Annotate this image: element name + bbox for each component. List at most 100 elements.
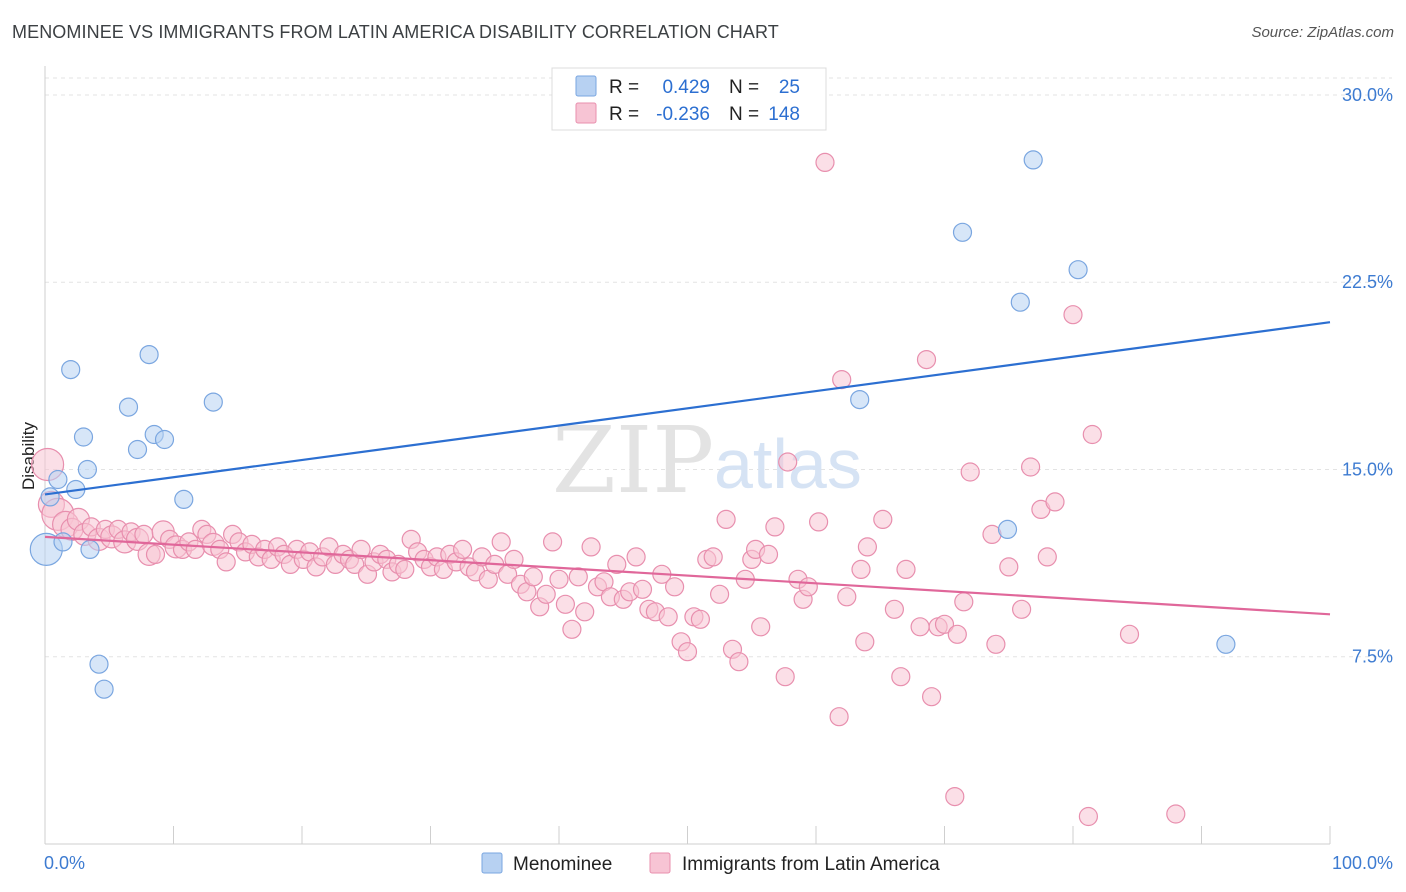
point-immigrants [626,547,646,567]
point-immigrants [837,587,857,607]
y-tick-label: 15.0% [1342,459,1393,479]
stats-n-value: 25 [779,77,800,98]
point-immigrants [690,609,711,629]
point-immigrants [960,462,980,482]
y-tick-label: 7.5% [1352,647,1393,667]
point-immigrants [549,569,569,589]
y-tick-label: 22.5% [1342,272,1393,292]
point-immigrants [581,537,601,557]
legend-swatch-immigrants [649,852,671,874]
stats-r-value: -0.236 [656,104,710,125]
legend-label-immigrants: Immigrants from Latin America [682,854,940,875]
point-menominee [94,679,114,699]
point-menominee [61,360,81,380]
point-menominee [139,345,159,365]
point-immigrants [910,617,930,637]
point-immigrants [1119,624,1140,644]
stats-r-label: R = [609,77,639,98]
point-menominee [1010,292,1030,312]
x-tick-label: 100.0% [1332,853,1393,873]
point-menominee [174,489,194,509]
watermark: ZIP atlas [552,407,862,514]
point-immigrants [751,617,771,637]
point-immigrants [916,350,937,370]
point-menominee [127,439,148,460]
point-immigrants [1037,547,1057,567]
point-menominee [154,429,175,450]
point-immigrants [555,594,576,614]
point-menominee [48,469,68,490]
point-immigrants [857,537,878,557]
point-immigrants [523,567,543,587]
point-immigrants [798,577,818,597]
point-immigrants [999,557,1019,577]
point-menominee [53,532,73,552]
point-immigrants [1045,492,1065,512]
trend-line-menominee [44,321,1331,496]
point-immigrants [703,547,723,567]
point-immigrants [709,584,730,604]
point-immigrants [954,592,974,612]
source-label: Source: ZipAtlas.com [1251,24,1394,41]
stats-r-value: 0.429 [662,77,710,98]
point-immigrants [891,667,911,687]
point-immigrants [185,539,205,560]
point-immigrants [568,567,588,587]
point-menominee [118,397,139,417]
watermark-zip: ZIP [552,407,714,514]
point-immigrants [536,584,556,604]
point-immigrants [945,786,965,807]
point-immigrants [607,554,627,575]
point-immigrants [808,512,829,532]
point-menominee [80,539,100,560]
stats-n-label: N = [729,77,759,98]
trend-lines [44,321,1331,616]
point-menominee [850,390,870,410]
point-immigrants [542,532,563,552]
point-immigrants [765,517,785,537]
stats-swatch-menominee [575,75,597,97]
point-immigrants [216,552,236,572]
point-immigrants [884,599,905,619]
point-immigrants [986,634,1006,654]
point-immigrants [729,652,749,672]
tick-labels: 7.5% 15.0% 22.5% 30.0% 0.0% 100.0% [44,85,1393,873]
point-immigrants [1063,305,1083,325]
point-immigrants [491,532,511,552]
point-menominee [952,222,973,242]
stats-n-label: N = [729,104,759,125]
point-immigrants [815,152,835,172]
y-axis-label: Disability [19,421,38,490]
point-immigrants [778,452,798,472]
trend-line-immigrants [44,535,1331,616]
stats-swatch-immigrants [575,102,597,124]
point-immigrants [934,614,955,634]
stats-legend: R = 0.429 N = 25 R = -0.236 N = 148 [551,67,827,131]
series-legend: Menominee Immigrants from Latin America [481,852,940,875]
point-immigrants [562,619,582,639]
stats-n-value: 148 [768,104,800,125]
point-menominee [77,459,98,480]
point-immigrants [351,539,371,560]
point-immigrants [1011,599,1032,619]
legend-label-menominee: Menominee [513,854,612,875]
point-immigrants [658,607,678,627]
stats-box-frame [551,67,827,131]
point-immigrants [1020,457,1041,477]
point-immigrants [575,602,595,622]
point-menominee [73,427,94,447]
gridlines [45,77,1392,658]
point-immigrants [829,707,849,727]
point-immigrants [1166,804,1186,824]
point-menominee [89,654,109,674]
x-tick-label: 0.0% [44,853,85,873]
point-immigrants [716,509,736,530]
point-immigrants [921,687,942,707]
point-immigrants [632,579,653,599]
point-immigrants [134,524,154,545]
point-menominee [40,487,60,507]
point-immigrants [677,642,698,662]
point-menominee [1023,150,1043,170]
chart-title: MENOMINEE VS IMMIGRANTS FROM LATIN AMERI… [12,22,779,42]
